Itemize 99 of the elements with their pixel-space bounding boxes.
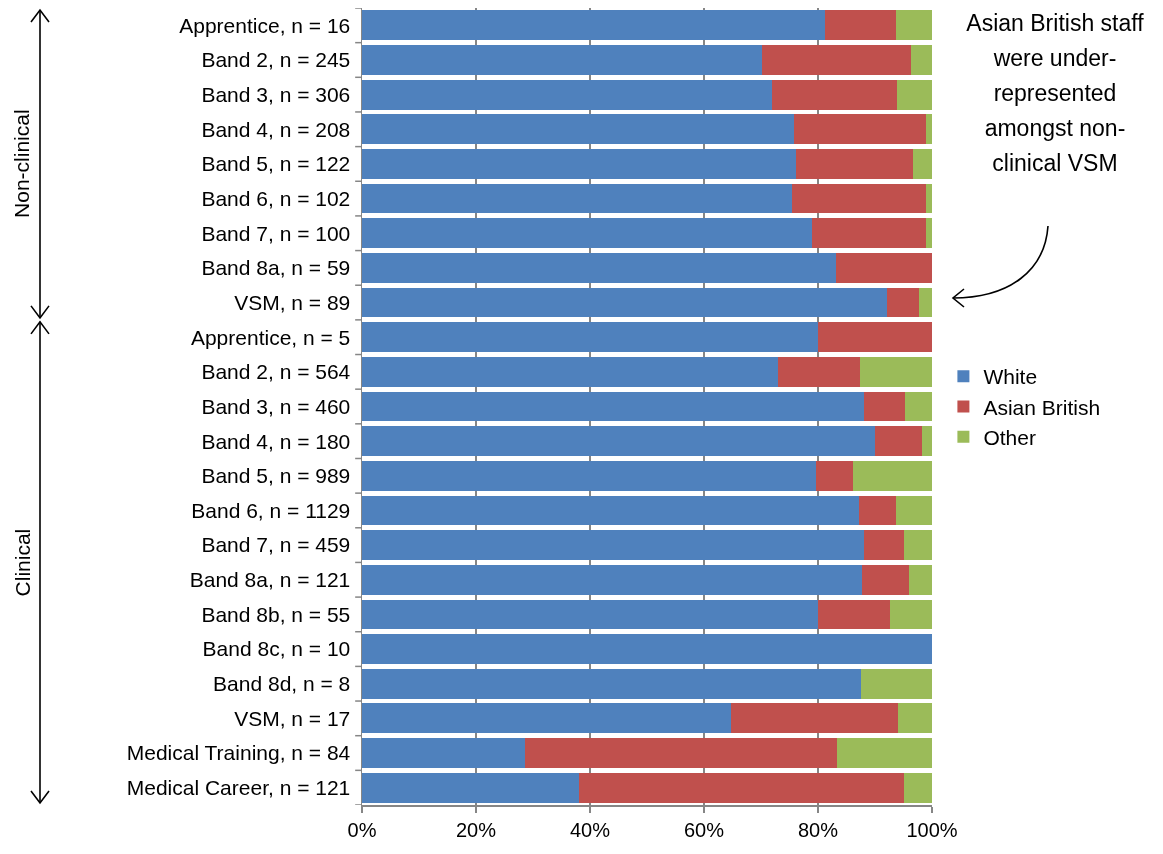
bar xyxy=(910,45,932,75)
y-tick-label: Band 3, n = 306 xyxy=(201,82,351,106)
text: Asian British staff were under-represented amongst non-clinical VSM xyxy=(965,9,1145,178)
bar xyxy=(861,564,909,595)
bar xyxy=(362,495,860,526)
bar xyxy=(903,772,932,803)
y-tick-label: Band 7, n = 459 xyxy=(201,533,351,557)
y-tick-label: Band 7, n = 100 xyxy=(201,221,351,245)
y-tick-label: Apprentice, n = 16 xyxy=(179,13,351,37)
bar xyxy=(362,45,763,75)
y-tick-label: Medical Training, n = 84 xyxy=(126,741,351,765)
text: Clinical xyxy=(10,528,34,597)
bar xyxy=(926,218,932,249)
bar xyxy=(362,564,862,595)
bar xyxy=(762,45,911,75)
legend-label: Asian British xyxy=(983,395,1101,419)
y-tick-label: Band 5, n = 122 xyxy=(201,152,351,176)
bar xyxy=(896,10,932,41)
text: Non-clinical xyxy=(10,109,34,218)
bar xyxy=(362,530,864,561)
bar xyxy=(362,426,875,457)
bar xyxy=(903,530,932,561)
bar xyxy=(771,79,897,110)
bar xyxy=(778,356,861,387)
bar xyxy=(812,218,927,249)
bar xyxy=(913,149,932,179)
bar xyxy=(886,287,919,318)
bar xyxy=(860,668,932,699)
bar xyxy=(578,772,904,803)
y-tick-label: Band 4, n = 208 xyxy=(201,117,351,141)
y-tick-label: Band 4, n = 180 xyxy=(201,429,351,453)
bar xyxy=(818,322,932,353)
x-tick-label: 20% xyxy=(455,818,497,841)
bar xyxy=(925,114,932,145)
bar xyxy=(898,703,932,734)
x-tick-label: 0% xyxy=(347,818,377,841)
bar xyxy=(816,460,854,491)
bar xyxy=(926,183,932,214)
bar xyxy=(362,668,861,699)
bar xyxy=(362,149,797,179)
bar xyxy=(863,530,904,561)
y-tick-label: Band 8c, n = 10 xyxy=(202,637,351,661)
bar xyxy=(918,287,932,318)
y-tick-label: Apprentice, n = 5 xyxy=(190,325,351,349)
bar xyxy=(362,460,817,491)
bar xyxy=(362,634,932,664)
y-tick-label: Band 6, n = 1129 xyxy=(191,498,351,522)
bar xyxy=(835,252,932,283)
bar xyxy=(792,183,927,214)
bar xyxy=(362,218,813,249)
bar xyxy=(860,356,932,387)
bar xyxy=(824,10,897,41)
bar xyxy=(730,703,899,734)
y-tick-label: Band 8d, n = 8 xyxy=(213,672,351,696)
x-tick-label: 60% xyxy=(683,818,725,841)
bar xyxy=(853,460,932,491)
legend-label: Other xyxy=(983,425,1036,449)
y-tick-label: Band 6, n = 102 xyxy=(201,186,351,210)
y-tick-label: VSM, n = 89 xyxy=(234,290,351,314)
bar xyxy=(362,703,731,734)
x-tick-label: 80% xyxy=(797,818,839,841)
x-tick-label: 40% xyxy=(569,818,611,841)
bar xyxy=(362,772,579,803)
y-tick-label: Band 8b, n = 55 xyxy=(201,602,351,626)
bar xyxy=(905,391,932,422)
bar xyxy=(362,738,526,768)
bar xyxy=(525,738,838,768)
bar xyxy=(859,495,896,526)
bar xyxy=(362,10,825,41)
y-tick-label: Band 5, n = 989 xyxy=(201,464,351,488)
y-tick-label: Band 3, n = 460 xyxy=(201,394,351,418)
bar xyxy=(837,738,932,768)
bar xyxy=(362,287,887,318)
bar xyxy=(362,391,865,422)
bar xyxy=(362,183,793,214)
bar xyxy=(895,495,932,526)
bar xyxy=(818,599,891,630)
y-tick-label: Medical Career, n = 121 xyxy=(126,776,351,800)
bar xyxy=(362,322,818,353)
bar xyxy=(796,149,914,179)
bar xyxy=(896,79,932,110)
bar xyxy=(875,426,923,457)
y-tick-label: Band 8a, n = 121 xyxy=(189,568,351,592)
bar xyxy=(922,426,932,457)
bar xyxy=(362,252,836,283)
bar xyxy=(362,599,818,630)
y-tick-label: Band 2, n = 564 xyxy=(201,360,351,384)
bar xyxy=(794,114,926,145)
y-tick-label: VSM, n = 17 xyxy=(234,706,351,730)
bar xyxy=(864,391,906,422)
y-tick-label: Band 8a, n = 59 xyxy=(201,256,351,280)
bar xyxy=(908,564,932,595)
bar xyxy=(362,356,779,387)
bar xyxy=(890,599,932,630)
bar xyxy=(362,114,795,145)
legend-label: White xyxy=(983,365,1038,389)
y-tick-label: Band 2, n = 245 xyxy=(201,48,351,72)
bar xyxy=(362,79,772,110)
x-tick-label: 100% xyxy=(906,818,958,841)
